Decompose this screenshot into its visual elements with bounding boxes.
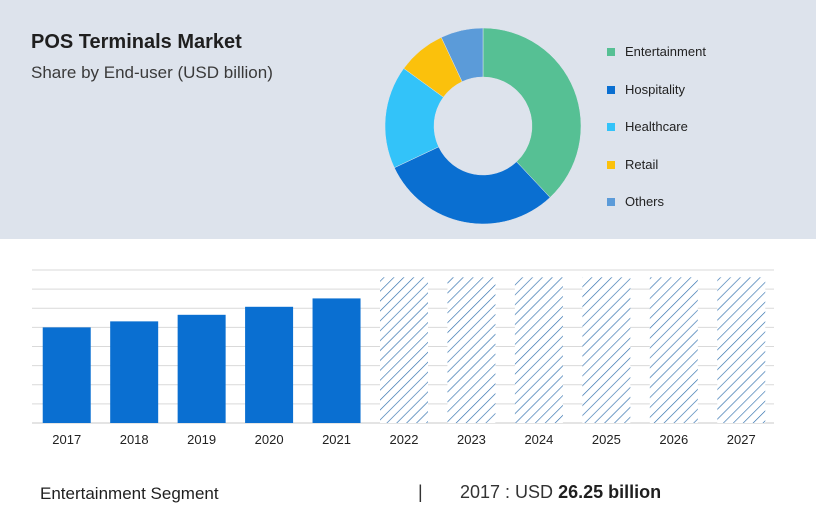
legend-swatch [607,48,615,56]
bar-2017 [42,327,91,423]
x-tick-label: 2022 [390,432,419,447]
bar-2024 [514,277,563,423]
x-tick-label: 2024 [524,432,553,447]
chart-title: POS Terminals Market [31,31,242,53]
legend-item-entertainment: Entertainment [607,43,807,81]
bar-2020 [245,306,294,423]
legend-item-others: Others [607,193,807,231]
bar-2026 [649,277,698,423]
segment-label: Entertainment Segment [40,484,219,503]
segment-stat: 2017 : USD 26.25 billion [460,482,661,503]
legend-item-hospitality: Hospitality [607,81,807,119]
legend-swatch [607,123,615,131]
donut-slice-entertainment [482,27,582,198]
bar-2027 [717,277,766,423]
bar-2019 [177,314,226,423]
x-tick-label: 2019 [187,432,216,447]
bar-2023 [447,277,496,423]
x-tick-label: 2026 [659,432,688,447]
x-tick-label: 2018 [120,432,149,447]
legend-label: Hospitality [625,81,685,97]
bar-2018 [110,321,159,423]
x-tick-label: 2027 [727,432,756,447]
legend-swatch [607,160,615,169]
header-panel: POS Terminals Market Share by End-user (… [0,0,816,239]
x-tick-label: 2023 [457,432,486,447]
donut-slice-hospitality [393,146,551,225]
footer-separator: | [418,482,423,502]
legend-item-healthcare: Healthcare [607,118,807,156]
bar-2025 [582,277,631,423]
x-tick-label: 2017 [52,432,81,447]
legend-item-retail: Retail [607,156,807,194]
legend-label: Retail [625,156,659,172]
legend-swatch [607,85,615,94]
x-tick-label: 2020 [255,432,284,447]
legend-label: Healthcare [625,119,688,134]
donut-legend: Entertainment Hospitality Healthcare Retail… [607,43,807,231]
bar-chart: 2017 2018 2019 2020 2021 2022 2023 2024 2025 2026… [32,269,774,447]
legend-label: Entertainment [625,44,706,59]
segment-stat-prefix: 2017 : USD [460,482,559,502]
donut-chart [384,27,582,225]
chart-subtitle: Share by End-user (USD billion) [31,63,273,82]
legend-swatch [607,198,615,206]
x-tick-label: 2021 [322,432,351,447]
bar-2022 [380,277,428,423]
donut-slice-others [440,27,484,82]
bar-2021 [312,298,361,423]
legend-label: Others [625,194,665,209]
segment-stat-value: 26.25 billion [558,482,662,502]
x-tick-label: 2025 [592,432,621,447]
